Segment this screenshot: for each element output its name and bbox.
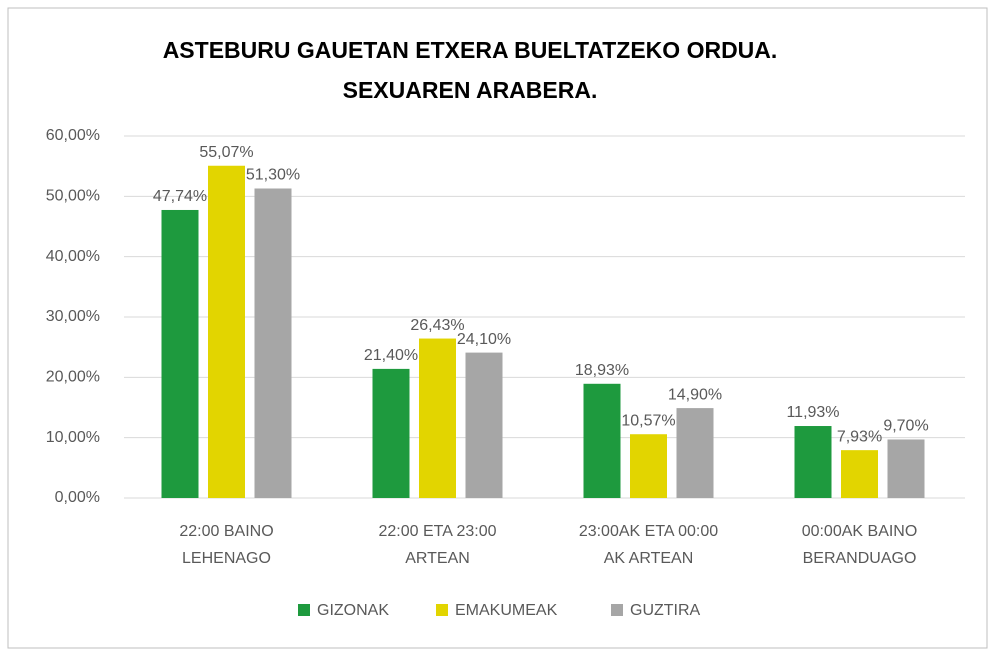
x-tick-label: 23:00AK ETA 00:00: [579, 523, 718, 540]
data-label: 11,93%: [786, 404, 839, 421]
x-tick-label: ARTEAN: [405, 550, 470, 567]
data-label: 14,90%: [668, 386, 722, 403]
y-tick-label: 0,00%: [55, 489, 100, 506]
data-label: 10,57%: [621, 412, 675, 429]
data-label: 47,74%: [153, 188, 207, 205]
y-tick-label: 50,00%: [46, 188, 100, 205]
legend-label: GIZONAK: [317, 602, 389, 619]
data-label: 18,93%: [575, 362, 629, 379]
bar: [419, 338, 456, 498]
legend-swatch: [436, 604, 448, 616]
data-label: 51,30%: [246, 167, 300, 184]
y-tick-label: 10,00%: [46, 429, 100, 446]
bar: [841, 450, 878, 498]
data-label: 9,70%: [883, 418, 928, 435]
bar: [630, 434, 667, 498]
bar: [208, 165, 245, 499]
x-tick-label: 22:00 ETA 23:00: [378, 523, 496, 540]
x-tick-label: BERANDUAGO: [803, 550, 917, 567]
bar: [794, 426, 832, 498]
legend-swatch: [611, 604, 623, 616]
chart-title: ASTEBURU GAUETAN ETXERA BUELTATZEKO ORDU…: [163, 37, 778, 63]
legend-label: GUZTIRA: [630, 602, 701, 619]
legend-label: EMAKUMEAK: [455, 602, 558, 619]
x-tick-label: LEHENAGO: [182, 550, 271, 567]
x-tick-label: 00:00AK BAINO: [802, 523, 918, 540]
y-tick-label: 60,00%: [46, 127, 100, 144]
legend-swatch: [298, 604, 310, 616]
bar: [887, 439, 925, 498]
bar: [372, 368, 410, 498]
bar: [676, 408, 714, 498]
data-label: 26,43%: [410, 317, 464, 334]
data-label: 24,10%: [457, 331, 511, 348]
bar: [254, 188, 292, 499]
data-label: 55,07%: [199, 144, 253, 161]
chart-title: SEXUAREN ARABERA.: [343, 77, 598, 103]
x-tick-label: AK ARTEAN: [604, 550, 694, 567]
bar: [583, 383, 621, 498]
bar: [465, 352, 503, 498]
data-label: 7,93%: [837, 428, 882, 445]
y-tick-label: 30,00%: [46, 308, 100, 325]
x-tick-label: 22:00 BAINO: [179, 523, 273, 540]
data-label: 21,40%: [364, 347, 418, 364]
bar: [161, 209, 199, 498]
y-tick-label: 40,00%: [46, 248, 100, 265]
y-tick-label: 20,00%: [46, 369, 100, 386]
